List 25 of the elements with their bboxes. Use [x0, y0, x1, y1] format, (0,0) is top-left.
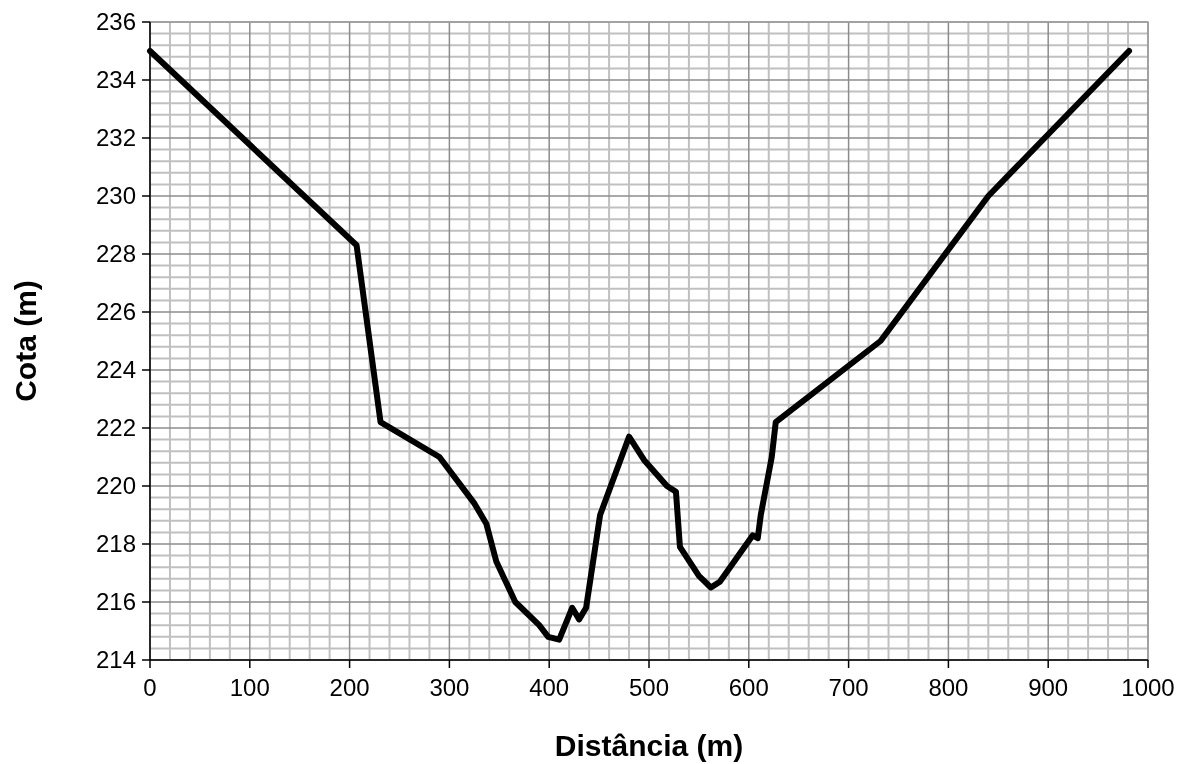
- x-tick-label: 600: [728, 674, 769, 701]
- y-tick-label: 216: [95, 588, 136, 615]
- y-axis-title: Cota (m): [9, 280, 42, 402]
- y-tick-label: 234: [95, 66, 136, 93]
- x-axis-title: Distância (m): [554, 729, 744, 762]
- x-tick-label: 100: [229, 674, 270, 701]
- x-tick-label: 900: [1028, 674, 1069, 701]
- x-tick-label: 800: [928, 674, 969, 701]
- x-tick-label: 300: [429, 674, 470, 701]
- y-tick-label: 236: [95, 8, 136, 35]
- x-tick-label: 400: [529, 674, 570, 701]
- x-tick-label: 500: [628, 674, 670, 701]
- y-tick-label: 228: [95, 240, 136, 267]
- x-tick-label: 0: [143, 674, 157, 701]
- y-tick-label: 222: [95, 414, 136, 441]
- y-tick-label: 230: [95, 182, 136, 209]
- x-tick-label: 700: [828, 674, 869, 701]
- y-tick-label: 214: [95, 646, 136, 673]
- y-tick-label: 232: [95, 124, 136, 151]
- y-tick-label: 226: [95, 298, 136, 325]
- x-tick-label: 200: [329, 674, 370, 701]
- y-tick-label: 218: [95, 530, 136, 557]
- y-tick-label: 220: [95, 472, 136, 499]
- y-tick-label: 224: [95, 356, 136, 383]
- x-tick-label: 1000: [1121, 674, 1175, 701]
